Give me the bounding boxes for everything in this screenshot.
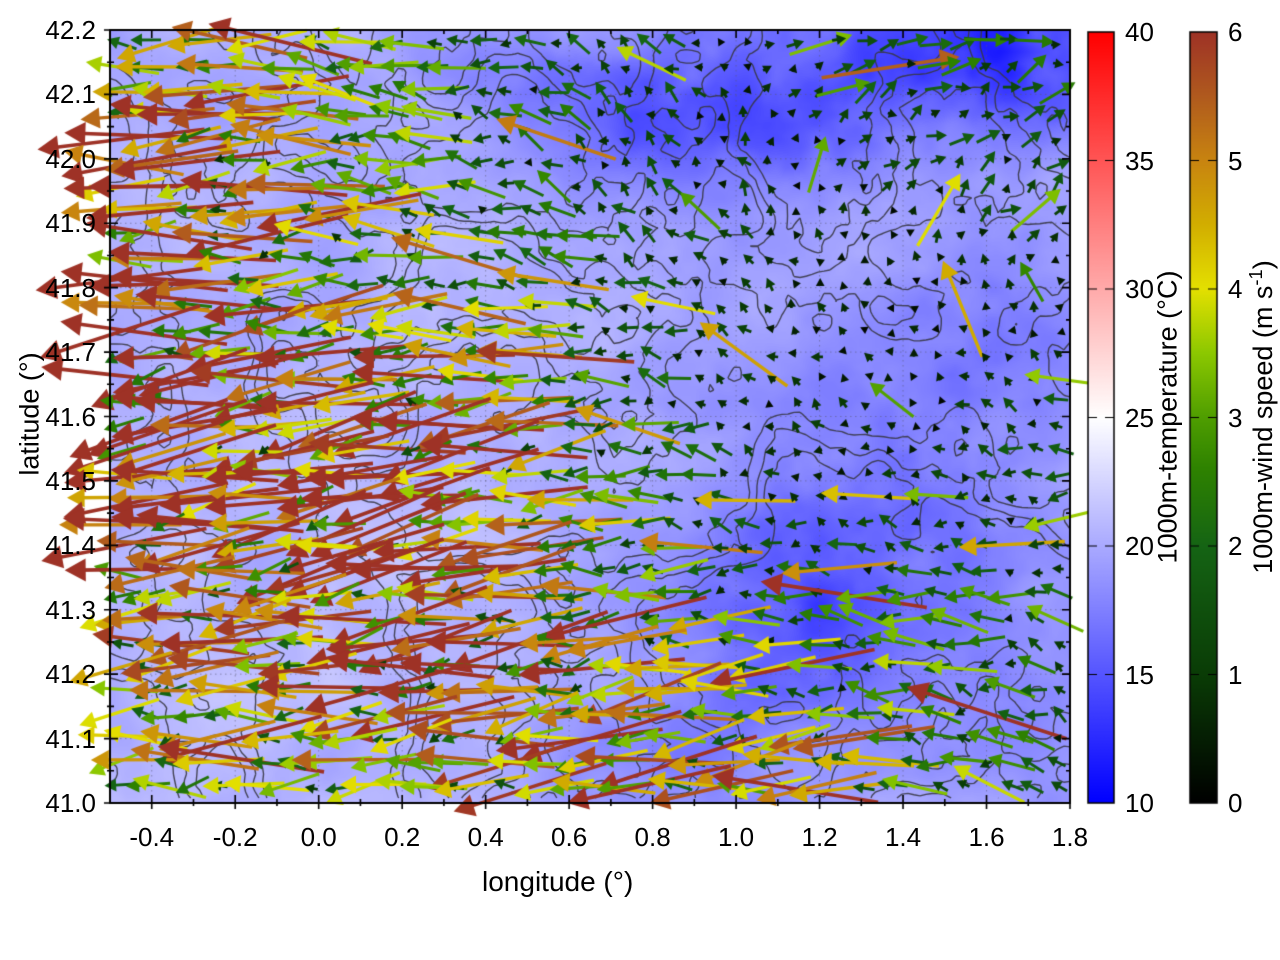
wind-colorbar-tick-label: 6 (1228, 17, 1243, 47)
x-tick-label: 0.6 (551, 822, 588, 852)
x-tick-label: 0.4 (467, 822, 504, 852)
y-tick-label: 41.2 (45, 659, 96, 690)
x-tick-label: 0.0 (300, 822, 337, 852)
wind-colorbar-label-sup: -1 (1245, 269, 1266, 286)
y-tick-label: 41.6 (45, 401, 96, 432)
y-tick-label: 41.1 (45, 723, 96, 754)
x-tick-label: 1.8 (1051, 822, 1089, 852)
temp-colorbar-tick-label: 25 (1125, 402, 1154, 433)
wind-colorbar-tick-label: 4 (1228, 274, 1243, 304)
wind-colorbar-tick-label: 2 (1228, 531, 1243, 561)
x-tick-label: 0.2 (384, 822, 421, 852)
wind-colorbar-tick-label: 1 (1228, 659, 1243, 690)
y-axis-title: latitude (°) (14, 352, 45, 476)
temp-colorbar-tick-label: 35 (1125, 145, 1154, 176)
y-tick-label: 42.1 (45, 79, 96, 110)
y-tick-label: 41.0 (45, 788, 96, 818)
y-tick-label: 41.3 (45, 594, 96, 625)
wind-colorbar-tick-label: 3 (1228, 402, 1243, 433)
wind-colorbar-label: 1000m-wind speed (m s-1) (1245, 260, 1279, 573)
x-tick-label: 1.2 (801, 822, 838, 852)
x-tick-label: 0.8 (634, 822, 671, 852)
wind-colorbar-label-prefix: 1000m-wind speed (m s (1248, 285, 1278, 574)
temp-colorbar-tick-label: 10 (1125, 788, 1154, 818)
temp-colorbar-tick-label: 20 (1125, 531, 1154, 561)
y-tick-label: 41.5 (45, 465, 96, 496)
x-tick-label: -0.2 (212, 822, 258, 852)
temp-colorbar-label: 1000m-temperature (°C) (1152, 270, 1183, 564)
x-tick-label: 1.6 (968, 822, 1005, 852)
temp-colorbar-tick-label: 15 (1125, 659, 1154, 690)
temp-colorbar-tick-label: 30 (1125, 274, 1154, 304)
y-tick-label: 42.2 (45, 15, 96, 45)
y-tick-label: 41.8 (45, 272, 96, 303)
temp-colorbar-tick-label: 40 (1125, 17, 1154, 47)
wind-colorbar-tick-label: 0 (1228, 788, 1243, 818)
wind-colorbar-label-suffix: ) (1248, 260, 1278, 270)
y-tick-label: 41.4 (45, 530, 96, 561)
x-tick-label: -0.4 (129, 822, 175, 852)
x-tick-label: 1.0 (718, 822, 755, 852)
x-tick-label: 1.4 (884, 822, 922, 852)
wind-colorbar-tick-label: 5 (1228, 145, 1243, 176)
y-tick-label: 41.9 (45, 208, 96, 239)
x-axis-title: longitude (°) (482, 866, 634, 897)
y-tick-label: 42.0 (45, 143, 96, 174)
y-tick-label: 41.7 (45, 337, 96, 368)
